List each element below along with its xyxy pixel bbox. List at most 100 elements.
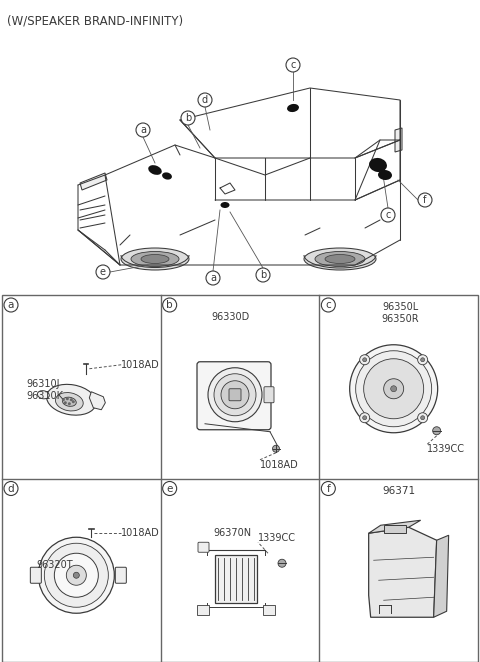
Polygon shape xyxy=(395,128,402,152)
Circle shape xyxy=(54,553,98,597)
Circle shape xyxy=(256,268,270,282)
Text: 96310J
96310K: 96310J 96310K xyxy=(26,379,63,401)
Ellipse shape xyxy=(62,397,76,406)
Ellipse shape xyxy=(369,158,387,172)
Circle shape xyxy=(44,544,108,607)
Text: e: e xyxy=(100,267,106,277)
Bar xyxy=(384,525,406,534)
Circle shape xyxy=(360,412,370,423)
Text: 1339CC: 1339CC xyxy=(258,534,296,544)
Ellipse shape xyxy=(162,172,172,179)
Circle shape xyxy=(278,559,286,567)
Ellipse shape xyxy=(131,252,179,267)
Ellipse shape xyxy=(37,391,49,399)
Bar xyxy=(2,295,478,662)
Text: b: b xyxy=(167,300,173,310)
Circle shape xyxy=(286,58,300,72)
Text: 1018AD: 1018AD xyxy=(121,359,160,370)
Circle shape xyxy=(214,374,256,416)
Text: b: b xyxy=(185,113,191,123)
Circle shape xyxy=(321,298,336,312)
Text: 1018AD: 1018AD xyxy=(260,459,299,470)
Circle shape xyxy=(418,355,428,365)
Circle shape xyxy=(208,368,262,422)
Text: c: c xyxy=(325,300,331,310)
Polygon shape xyxy=(89,392,105,410)
Circle shape xyxy=(66,565,86,585)
Circle shape xyxy=(418,412,428,423)
Circle shape xyxy=(321,481,336,495)
Text: d: d xyxy=(8,483,14,493)
Text: a: a xyxy=(140,125,146,135)
Circle shape xyxy=(163,298,177,312)
Ellipse shape xyxy=(47,385,96,415)
Circle shape xyxy=(66,397,69,401)
Polygon shape xyxy=(369,520,420,534)
FancyBboxPatch shape xyxy=(30,567,41,583)
Circle shape xyxy=(70,399,73,401)
Circle shape xyxy=(420,357,425,361)
Circle shape xyxy=(418,193,432,207)
Circle shape xyxy=(96,265,110,279)
Text: 96320T: 96320T xyxy=(36,560,73,570)
Circle shape xyxy=(206,271,220,285)
FancyBboxPatch shape xyxy=(229,389,241,401)
Text: 96330D: 96330D xyxy=(211,312,249,322)
Circle shape xyxy=(363,357,367,361)
Circle shape xyxy=(381,208,395,222)
Ellipse shape xyxy=(121,248,189,270)
Ellipse shape xyxy=(287,104,299,112)
Circle shape xyxy=(73,572,79,578)
Polygon shape xyxy=(80,173,107,190)
Text: d: d xyxy=(202,95,208,105)
Text: 1339CC: 1339CC xyxy=(427,444,465,453)
Circle shape xyxy=(360,355,370,365)
Circle shape xyxy=(391,386,396,392)
Circle shape xyxy=(64,401,67,404)
Circle shape xyxy=(68,402,71,405)
Circle shape xyxy=(432,427,441,435)
Polygon shape xyxy=(369,527,437,617)
Text: f: f xyxy=(326,483,330,493)
Ellipse shape xyxy=(56,393,83,411)
FancyBboxPatch shape xyxy=(264,387,274,402)
Circle shape xyxy=(62,399,65,401)
Text: f: f xyxy=(423,195,427,205)
Ellipse shape xyxy=(315,252,365,267)
Text: 1018AD: 1018AD xyxy=(121,528,160,538)
Circle shape xyxy=(420,416,425,420)
Ellipse shape xyxy=(141,254,169,263)
Text: e: e xyxy=(167,483,173,493)
Bar xyxy=(215,555,257,603)
Circle shape xyxy=(163,481,177,495)
Text: 96371: 96371 xyxy=(382,485,415,495)
FancyBboxPatch shape xyxy=(198,542,209,552)
Circle shape xyxy=(38,538,114,613)
Circle shape xyxy=(356,351,432,427)
Text: (W/SPEAKER BRAND-INFINITY): (W/SPEAKER BRAND-INFINITY) xyxy=(7,14,183,27)
FancyBboxPatch shape xyxy=(115,567,126,583)
Text: b: b xyxy=(260,270,266,280)
Text: 96370N: 96370N xyxy=(213,528,251,538)
Text: c: c xyxy=(385,210,391,220)
Text: c: c xyxy=(290,60,296,70)
Circle shape xyxy=(4,298,18,312)
Bar xyxy=(197,605,209,615)
FancyBboxPatch shape xyxy=(197,361,271,430)
Text: a: a xyxy=(210,273,216,283)
Circle shape xyxy=(221,381,249,408)
Ellipse shape xyxy=(325,254,355,263)
Circle shape xyxy=(349,345,438,433)
Circle shape xyxy=(4,481,18,495)
Circle shape xyxy=(384,379,404,399)
Circle shape xyxy=(198,93,212,107)
Circle shape xyxy=(181,111,195,125)
Polygon shape xyxy=(433,536,449,617)
Ellipse shape xyxy=(148,165,162,175)
Ellipse shape xyxy=(304,248,376,270)
Circle shape xyxy=(72,401,75,403)
Circle shape xyxy=(364,359,424,419)
Circle shape xyxy=(273,446,279,452)
Bar xyxy=(263,605,275,615)
Ellipse shape xyxy=(378,170,392,180)
